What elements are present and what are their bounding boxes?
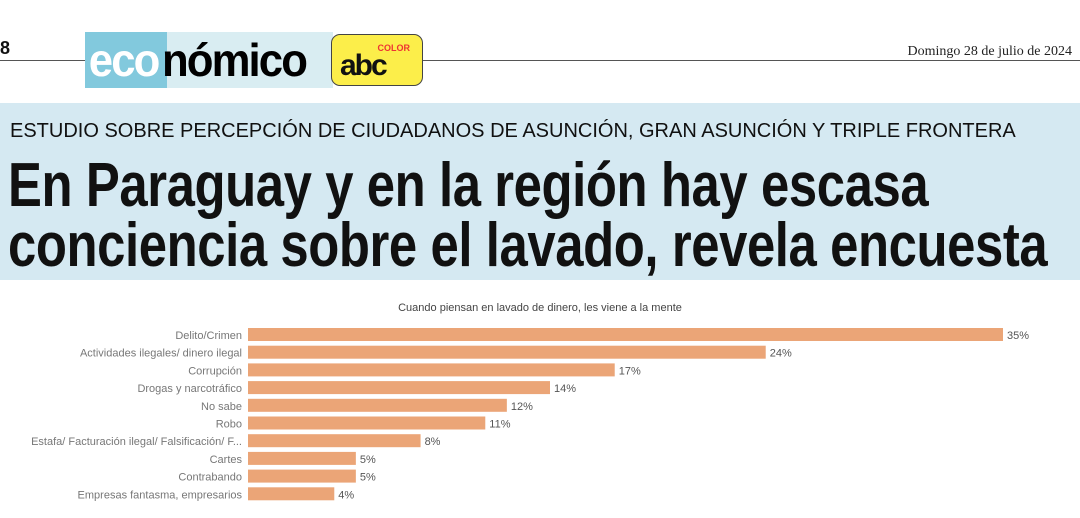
page-number: 8 xyxy=(0,38,11,58)
data-label: 11% xyxy=(489,419,510,431)
header-rule xyxy=(0,60,1080,61)
bar xyxy=(248,363,615,377)
brand-logo-text: abc xyxy=(340,49,388,82)
chart-title: Cuando piensan en lavado de dinero, les … xyxy=(398,302,682,314)
bar xyxy=(248,398,507,412)
section-logo: eco nómico xyxy=(85,32,333,88)
category-label: No sabe xyxy=(201,401,242,413)
category-label: Empresas fantasma, empresarios xyxy=(78,489,243,501)
logo-part: eco xyxy=(88,34,161,86)
category-label: Actividades ilegales/ dinero ilegal xyxy=(80,348,242,360)
category-label: Robo xyxy=(216,419,242,431)
bar xyxy=(248,381,550,395)
brand-logo: COLOR abc xyxy=(331,34,423,86)
data-label: 5% xyxy=(360,454,376,466)
headline-band xyxy=(0,103,1080,280)
data-label: 4% xyxy=(338,489,354,501)
data-label: 14% xyxy=(554,383,576,395)
data-label: 8% xyxy=(425,436,441,448)
bar xyxy=(248,469,356,483)
kicker: ESTUDIO SOBRE PERCEPCIÓN DE CIUDADANOS D… xyxy=(10,120,1016,142)
data-label: 35% xyxy=(1007,330,1029,342)
logo-part: nómico xyxy=(162,34,308,86)
bar xyxy=(248,328,1003,341)
bar xyxy=(248,345,766,359)
category-label: Delito/Crimen xyxy=(175,330,242,342)
category-label: Cartes xyxy=(210,454,243,466)
data-label: 17% xyxy=(619,365,641,377)
category-label: Estafa/ Facturación ilegal/ Falsificació… xyxy=(31,436,242,448)
bar xyxy=(248,487,335,501)
data-label: 12% xyxy=(511,401,533,413)
issue-date: Domingo 28 de julio de 2024 xyxy=(907,44,1073,59)
headline-line-1: En Paraguay y en la región hay escasa xyxy=(8,151,929,220)
bar xyxy=(248,416,486,430)
bar xyxy=(248,434,421,448)
bar xyxy=(248,451,356,465)
data-label: 5% xyxy=(360,472,376,484)
headline-line-2: conciencia sobre el lavado, revela encue… xyxy=(8,211,1048,280)
category-label: Corrupción xyxy=(188,365,242,377)
category-label: Drogas y narcotráfico xyxy=(137,383,242,395)
data-label: 24% xyxy=(770,348,792,360)
bar-chart: Delito/Crimen 35% Actividades ilegales/ di… xyxy=(31,328,1029,501)
brand-logo-small: COLOR xyxy=(377,43,411,53)
category-label: Contrabando xyxy=(178,472,242,484)
